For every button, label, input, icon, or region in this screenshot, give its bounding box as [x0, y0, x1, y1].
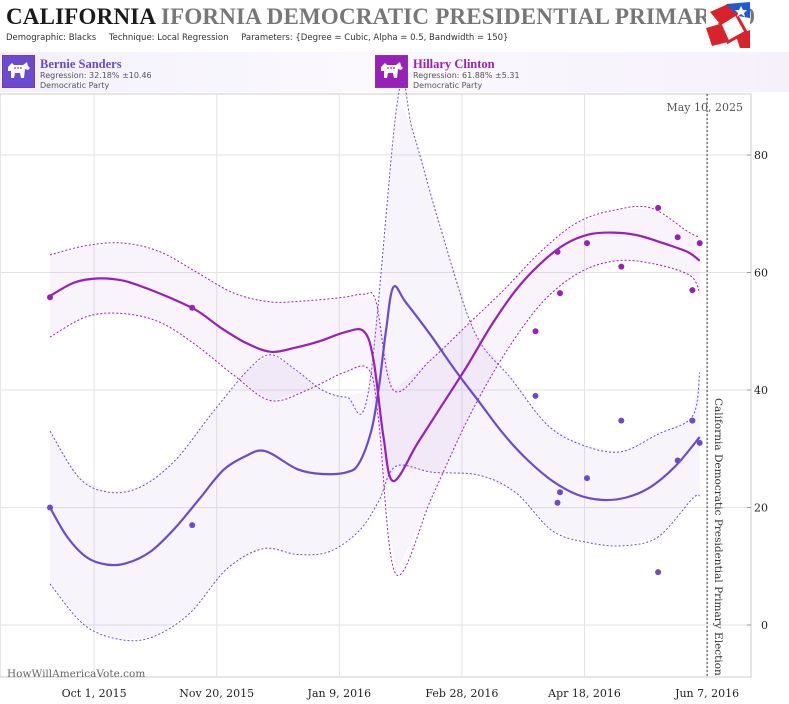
clinton-poll-point — [655, 204, 662, 211]
sanders-poll-point — [655, 569, 662, 576]
x-tick-label: Jan 9, 2016 — [307, 687, 372, 700]
candidate-name: Hillary Clinton — [413, 57, 495, 71]
x-tick-label: Jun 7, 2016 — [674, 687, 739, 700]
sanders-band-lower — [49, 464, 700, 642]
clinton-poll-point — [532, 328, 539, 335]
y-tick-label: 60 — [754, 267, 768, 280]
candidate-legend: Bernie Sanders Regression: 32.18% ±10.46… — [0, 52, 789, 92]
x-tick-label: Apr 18, 2016 — [547, 687, 621, 700]
page-title: CALIFORNIA IFORNIA DEMOCRATIC PRESIDENTI… — [6, 4, 755, 30]
date-label: May 10, 2025 — [666, 101, 743, 114]
candidate-party: Democratic Party — [413, 81, 483, 90]
sanders-band-upper — [49, 80, 701, 494]
parameters-label: Parameters: {Degree = Cubic, Alpha = 0.5… — [241, 33, 509, 43]
sanders-poll-point — [696, 439, 703, 446]
clinton-poll-point — [584, 240, 590, 247]
trend-lines — [49, 231, 701, 567]
watermark: HowWillAmericaVote.com — [7, 668, 145, 680]
y-tick-label: 40 — [754, 384, 768, 397]
x-tick-label: Oct 1, 2015 — [62, 687, 127, 700]
sanders-poll-point — [554, 499, 561, 506]
sanders-poll-point — [618, 417, 625, 424]
sanders-trend-line — [49, 285, 701, 567]
sanders-poll-point — [532, 392, 539, 399]
candidate-regression: Regression: 61.88% ±5.31 — [413, 71, 520, 80]
clinton-poll-point — [696, 240, 703, 247]
subtitle: Demographic: Blacks Technique: Local Reg… — [6, 33, 518, 43]
x-tick-label: Feb 28, 2016 — [425, 687, 498, 700]
y-tick-label: 80 — [754, 149, 768, 162]
legend-item-sanders[interactable]: Bernie Sanders Regression: 32.18% ±10.46… — [2, 55, 262, 90]
site-logo[interactable] — [706, 2, 750, 48]
candidate-name: Bernie Sanders — [40, 57, 122, 71]
y-tick-label: 0 — [761, 619, 768, 632]
sanders-poll-point — [47, 504, 53, 511]
axes: Oct 1, 2015 Nov 20, 2015 Jan 9, 2016 Feb 28… — [62, 94, 768, 700]
clinton-band-fill — [50, 207, 700, 574]
sanders-poll-point — [689, 417, 696, 424]
clinton-poll-point — [674, 234, 681, 241]
technique-label: Technique: Local Regression — [108, 33, 229, 43]
sanders-poll-point — [584, 475, 590, 482]
title-state: CALIFORNIA — [6, 4, 155, 29]
donkey-icon — [2, 55, 35, 88]
y-tick-label: 20 — [754, 502, 768, 515]
candidate-regression: Regression: 32.18% ±10.46 — [40, 71, 152, 80]
clinton-band-upper — [49, 205, 700, 393]
sanders-poll-point — [674, 457, 681, 464]
clinton-poll-point — [557, 290, 563, 297]
clinton-poll-point — [47, 294, 53, 301]
plot-frame — [0, 93, 752, 678]
title-election: IFORNIA DEMOCRATIC PRESIDENTIAL PRIMARY … — [154, 4, 756, 29]
clinton-poll-point — [618, 263, 625, 270]
candidate-party: Democratic Party — [40, 81, 110, 90]
poll-points — [47, 204, 703, 576]
sanders-poll-point — [557, 489, 563, 496]
clinton-trend-line — [49, 231, 701, 483]
clinton-poll-point — [189, 304, 196, 311]
header: CALIFORNIA IFORNIA DEMOCRATIC PRESIDENTI… — [0, 0, 789, 52]
clinton-poll-point — [689, 287, 696, 294]
clinton-poll-point — [554, 248, 561, 255]
demographic-label: Demographic: Blacks — [6, 33, 97, 43]
sanders-poll-point — [189, 522, 196, 529]
x-tick-label: Nov 20, 2015 — [179, 687, 254, 700]
election-label: California Democratic Presidential Prima… — [712, 398, 724, 676]
